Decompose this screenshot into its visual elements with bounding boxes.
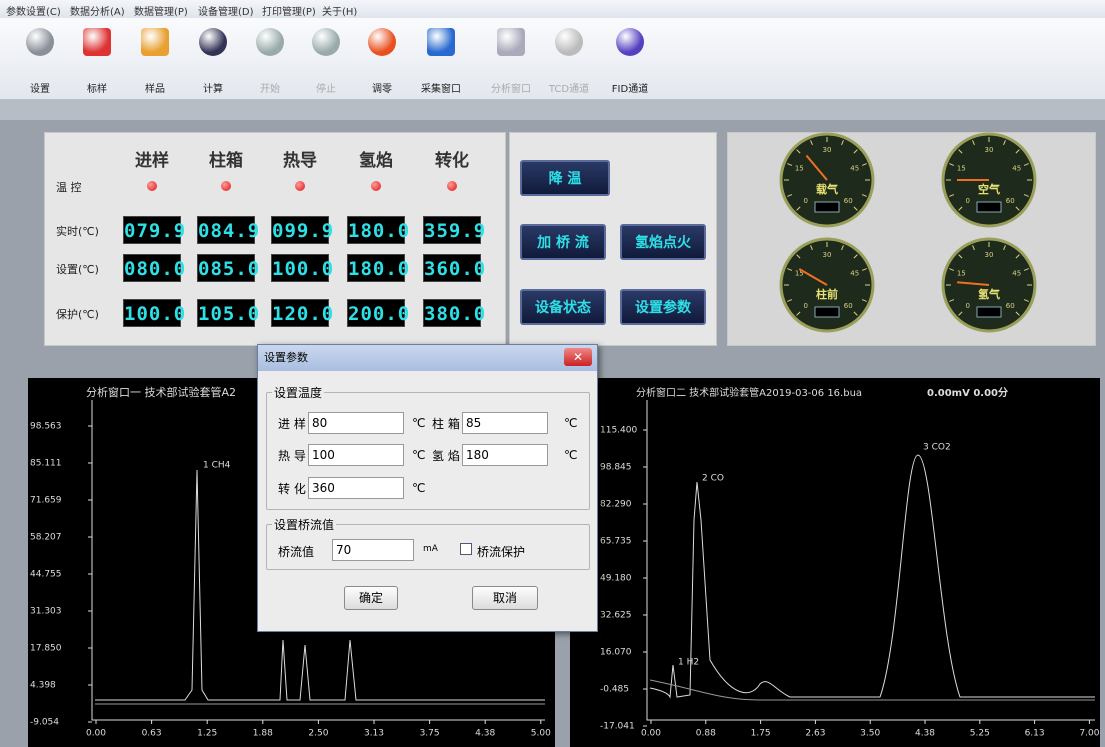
- x-tick-label: 1.25: [197, 729, 217, 739]
- gauge-label: 载气: [816, 182, 838, 196]
- x-tick-label: 2.63: [805, 729, 825, 739]
- y-tick-label: 32.625: [600, 611, 632, 621]
- field-label: 氢 焰: [432, 447, 460, 464]
- x-tick-label: 1.75: [751, 729, 771, 739]
- chart-title: 分析窗口一 技术部试验套管A2: [86, 385, 236, 399]
- y-tick-label: -17.041: [600, 722, 635, 732]
- gauge-scale: 15: [957, 270, 966, 278]
- y-tick-label: -9.054: [30, 718, 59, 728]
- x-tick-label: 6.13: [1025, 729, 1045, 739]
- x-tick-label: 0.88: [696, 729, 716, 739]
- gauge-label: 氢气: [978, 287, 1000, 301]
- x-tick-label: 5.25: [970, 729, 990, 739]
- y-tick-label: 49.180: [600, 574, 632, 584]
- gauge-scale: 45: [850, 270, 859, 278]
- checkbox[interactable]: [460, 543, 472, 555]
- x-tick-label: 4.38: [915, 729, 935, 739]
- text-input[interactable]: 360: [308, 477, 404, 499]
- field-label: 热 导: [278, 447, 306, 464]
- y-tick-label: 98.563: [30, 422, 62, 432]
- x-tick-label: 0.00: [641, 729, 661, 739]
- y-tick-label: 17.850: [30, 644, 62, 654]
- gauge-scale: 30: [823, 146, 832, 154]
- field-label: 桥流值: [278, 543, 314, 560]
- field-label: 柱 箱: [432, 415, 460, 432]
- x-tick-label: 1.88: [253, 729, 273, 739]
- gauge-scale: 45: [1012, 270, 1021, 278]
- y-tick-label: 98.845: [600, 463, 632, 473]
- text-input[interactable]: 70: [332, 539, 414, 561]
- gauge-scale: 0: [804, 197, 808, 205]
- text-input[interactable]: 100: [308, 444, 404, 466]
- field-label: 转 化: [278, 480, 306, 497]
- gauge-scale: 45: [1012, 165, 1021, 173]
- y-tick-label: 16.070: [600, 648, 632, 658]
- peak-label: 3 CO2: [923, 443, 951, 453]
- x-tick-label: 4.38: [475, 729, 495, 739]
- y-tick-label: 4.398: [30, 681, 56, 691]
- gauge-scale: 45: [850, 165, 859, 173]
- y-tick-label: 82.290: [600, 500, 632, 510]
- field-label: 进 样: [278, 415, 306, 432]
- chart-status: 0.00mV 0.00分: [927, 386, 1008, 399]
- close-button[interactable]: ✕: [564, 348, 592, 366]
- peak-label: 2 CO: [702, 474, 724, 484]
- x-tick-label: 3.75: [420, 729, 440, 739]
- y-tick-label: 115.400: [600, 426, 637, 436]
- text-input[interactable]: 85: [462, 412, 548, 434]
- app-window: 参数设置(C)数据分析(A)数据管理(P)设备管理(D)打印管理(P)关于(H)…: [0, 0, 1105, 747]
- group-label: 设置温度: [272, 384, 324, 401]
- y-tick-label: 85.111: [30, 459, 62, 469]
- chart-title: 分析窗口二 技术部试验套管A2019-03-06 16.bua: [636, 386, 862, 399]
- cancel-button[interactable]: 取消: [472, 586, 538, 610]
- x-tick-label: 5.00: [531, 729, 551, 739]
- gauge-scale: 0: [966, 197, 970, 205]
- gauge-display: [977, 307, 1001, 317]
- unit-label: ℃: [412, 416, 425, 430]
- x-tick-label: 7.00: [1079, 729, 1099, 739]
- gauge-scale: 60: [844, 302, 853, 310]
- y-tick-label: 65.735: [600, 537, 632, 547]
- unit-label: ℃: [564, 448, 577, 462]
- gauge-scale: 30: [985, 251, 994, 259]
- unit-label: ℃: [412, 448, 425, 462]
- gauge-scale: 0: [966, 302, 970, 310]
- group-label: 设置桥流值: [272, 516, 336, 533]
- gauge-scale: 30: [985, 146, 994, 154]
- unit-label: ℃: [564, 416, 577, 430]
- y-tick-label: 44.755: [30, 570, 62, 580]
- ok-button[interactable]: 确定: [344, 586, 398, 610]
- chart2-bg: [570, 378, 1100, 747]
- gauge-scale: 60: [844, 197, 853, 205]
- gauge-scale: 0: [804, 302, 808, 310]
- x-tick-label: 2.50: [308, 729, 328, 739]
- x-tick-label: 0.63: [142, 729, 162, 739]
- y-tick-label: 58.207: [30, 533, 62, 543]
- x-tick-label: 0.00: [86, 729, 106, 739]
- x-tick-label: 3.50: [860, 729, 880, 739]
- gauge-scale: 15: [795, 165, 804, 173]
- gauge-scale: 60: [1006, 302, 1015, 310]
- checkbox-label[interactable]: 桥流保护: [477, 543, 525, 560]
- dialog-title: 设置参数: [258, 345, 597, 371]
- y-tick-label: -0.485: [600, 685, 629, 695]
- unit-label: mA: [423, 544, 438, 554]
- text-input[interactable]: 180: [462, 444, 548, 466]
- gauge-display: [815, 202, 839, 212]
- y-tick-label: 71.659: [30, 496, 62, 506]
- gauge-label: 柱前: [816, 287, 838, 301]
- gauge-label: 空气: [978, 182, 1000, 196]
- gauge-display: [977, 202, 1001, 212]
- peak-label: 1 H2: [678, 658, 699, 668]
- peak-label: 1 CH4: [203, 461, 231, 471]
- gauge-display: [815, 307, 839, 317]
- gauge-scale: 15: [957, 165, 966, 173]
- gauge-scale: 60: [1006, 197, 1015, 205]
- gauge-scale: 30: [823, 251, 832, 259]
- x-tick-label: 3.13: [364, 729, 384, 739]
- unit-label: ℃: [412, 481, 425, 495]
- y-tick-label: 31.303: [30, 607, 62, 617]
- text-input[interactable]: 80: [308, 412, 404, 434]
